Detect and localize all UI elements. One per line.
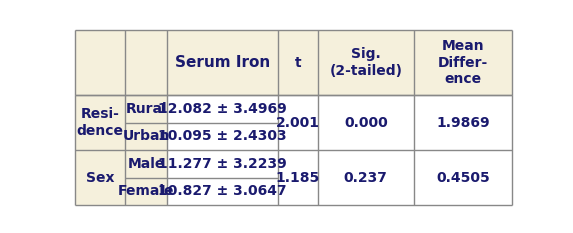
- Bar: [75, 95, 512, 205]
- Bar: [414, 30, 512, 95]
- Bar: [125, 30, 167, 95]
- Text: 12.082 ± 3.4969: 12.082 ± 3.4969: [158, 102, 287, 116]
- Text: 1.185: 1.185: [276, 171, 320, 185]
- Text: Female: Female: [118, 185, 174, 199]
- Text: Rural: Rural: [125, 102, 167, 116]
- Bar: [125, 150, 167, 178]
- Bar: [75, 30, 125, 95]
- Bar: [75, 150, 125, 205]
- Text: 0.4505: 0.4505: [436, 171, 490, 185]
- Text: 1.9869: 1.9869: [436, 116, 490, 130]
- Text: Urban: Urban: [123, 129, 170, 143]
- Bar: [167, 30, 278, 95]
- Text: 10.827 ± 3.0647: 10.827 ± 3.0647: [158, 185, 287, 199]
- Text: Sig.
(2-tailed): Sig. (2-tailed): [329, 48, 402, 78]
- Text: 11.277 ± 3.2239: 11.277 ± 3.2239: [158, 157, 287, 171]
- Text: 10.095 ± 2.4303: 10.095 ± 2.4303: [158, 129, 287, 143]
- Bar: [125, 95, 167, 123]
- Text: Mean
Differ-
ence: Mean Differ- ence: [438, 39, 488, 86]
- Bar: [75, 95, 125, 150]
- Text: Resi-
dence: Resi- dence: [77, 107, 124, 138]
- Text: t: t: [295, 55, 301, 70]
- Bar: [317, 30, 414, 95]
- Text: Sex: Sex: [86, 171, 115, 185]
- Text: 2.001: 2.001: [276, 116, 320, 130]
- Bar: [125, 123, 167, 150]
- Bar: [125, 178, 167, 205]
- Bar: [278, 30, 317, 95]
- Text: Serum Iron: Serum Iron: [175, 55, 270, 70]
- Text: Male: Male: [128, 157, 165, 171]
- Text: 0.000: 0.000: [344, 116, 388, 130]
- Text: 0.237: 0.237: [344, 171, 388, 185]
